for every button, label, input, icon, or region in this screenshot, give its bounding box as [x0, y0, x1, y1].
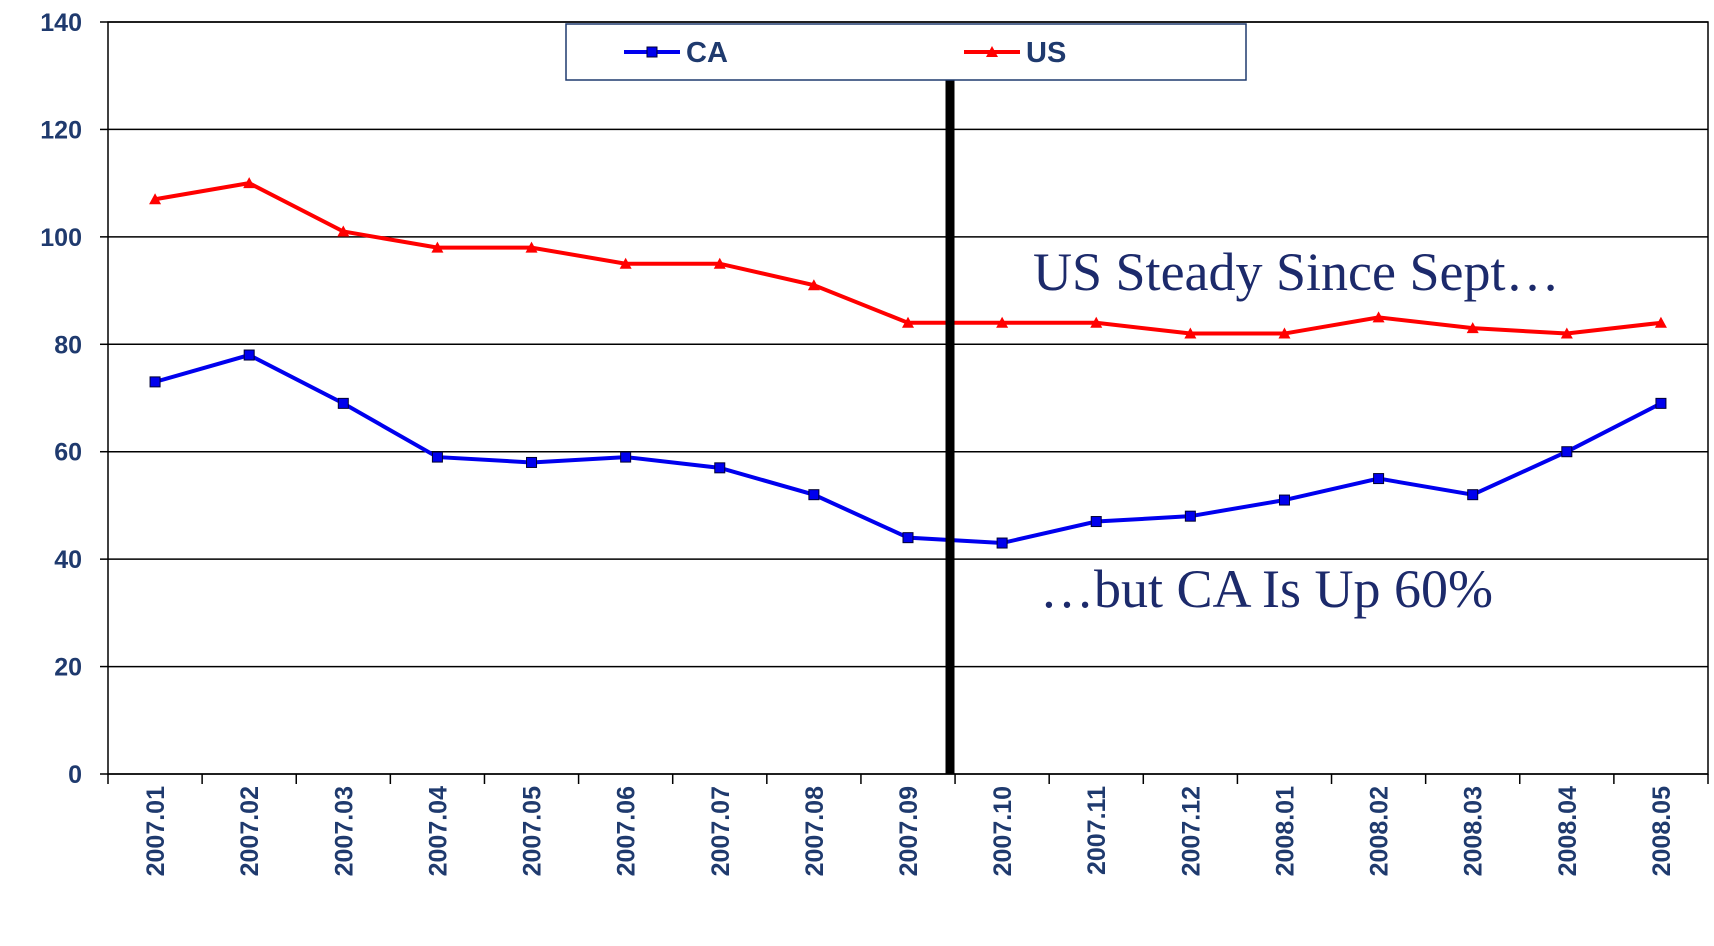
marker	[986, 46, 998, 57]
marker	[337, 397, 349, 409]
marker	[431, 451, 443, 463]
marker	[646, 46, 658, 58]
line	[154, 352, 1662, 546]
x-tick-label: 2007.08	[801, 786, 829, 876]
x-tick-label: 2008.03	[1460, 786, 1488, 876]
x-tick-label: 2007.11	[1083, 786, 1111, 875]
marker	[1561, 446, 1573, 458]
marker	[526, 456, 538, 468]
marker	[996, 316, 1009, 328]
marker	[149, 193, 162, 205]
marker	[1090, 516, 1102, 528]
x-tick-label: 2008.04	[1554, 786, 1582, 876]
marker	[1372, 311, 1385, 323]
y-tick-label: 120	[40, 116, 82, 144]
marker	[1466, 322, 1479, 334]
marker	[1654, 316, 1667, 328]
legend-label: CA	[686, 37, 728, 69]
x-tick-label: 2008.05	[1648, 786, 1676, 876]
marker	[996, 537, 1008, 549]
marker	[243, 349, 255, 361]
marker	[808, 489, 820, 501]
legend-label: US	[1026, 37, 1066, 69]
marker	[1655, 397, 1667, 409]
marker	[1467, 489, 1479, 501]
x-tick-label: 2007.04	[424, 786, 452, 876]
marker	[525, 241, 538, 253]
marker	[1090, 316, 1103, 328]
y-tick-label: 0	[68, 761, 82, 789]
marker	[713, 257, 726, 269]
x-tick-label: 2007.01	[142, 786, 170, 876]
x-tick-label: 2007.09	[895, 786, 923, 876]
marker	[902, 532, 914, 544]
marker	[1560, 327, 1573, 339]
marker	[1278, 327, 1291, 339]
marker	[714, 462, 726, 474]
y-tick-label: 140	[40, 9, 82, 37]
marker	[1278, 494, 1290, 506]
x-tick-label: 2008.02	[1366, 786, 1394, 876]
y-tick-label: 20	[54, 654, 82, 682]
annotation: …but CA Is Up 60%	[1040, 559, 1493, 619]
x-tick-label: 2007.03	[330, 786, 358, 876]
x-tick-label: 2007.05	[519, 786, 547, 876]
marker	[337, 225, 350, 237]
marker	[243, 177, 256, 189]
marker	[149, 376, 161, 388]
marker	[902, 316, 914, 328]
marker	[620, 451, 632, 463]
y-tick-label: 40	[54, 546, 82, 574]
y-tick-label: 100	[40, 224, 82, 252]
marker	[807, 279, 820, 291]
x-tick-label: 2007.10	[989, 786, 1017, 876]
marker	[1373, 473, 1385, 485]
x-tick-label: 2008.01	[1271, 786, 1299, 876]
marker	[1184, 327, 1197, 339]
x-tick-label: 2007.12	[1177, 786, 1205, 876]
x-tick-label: 2007.02	[236, 786, 264, 876]
x-tick-label: 2007.07	[707, 786, 735, 876]
annotation: US Steady Since Sept…	[1033, 242, 1559, 302]
y-tick-label: 60	[54, 439, 82, 467]
marker	[1184, 510, 1196, 522]
marker	[619, 257, 632, 269]
x-tick-label: 2007.06	[613, 786, 641, 876]
marker	[431, 241, 444, 253]
y-tick-label: 80	[54, 331, 82, 359]
